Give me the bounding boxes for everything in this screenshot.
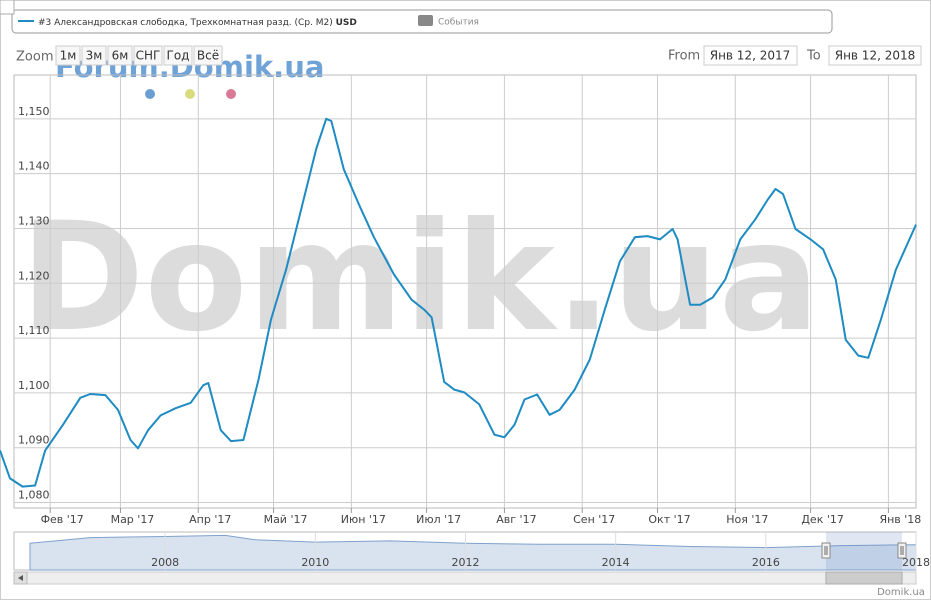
legend-unit: USD [336,18,357,28]
scroll-thumb[interactable] [825,571,903,585]
x-tick-label: Мар '17 [111,513,155,526]
zoom-label: Zoom [16,50,53,65]
scrollbar[interactable] [13,571,917,585]
zoom-button[interactable] [81,45,107,66]
legend-item[interactable]: #3 Александровская слободка, Трехкомнатн… [38,18,357,28]
y-tick-label: 1,100 [18,379,50,392]
navigator-mask [826,532,902,570]
navigator-tick-label: 2012 [451,556,479,569]
zoom-button-label: Всё [197,49,219,63]
zoom-button-label: 3м [86,49,103,63]
navigator-tick-label: 2016 [752,556,780,569]
x-tick-label: Дек '17 [801,513,844,526]
zoom-button[interactable] [133,45,163,66]
zoom-button[interactable] [55,45,81,66]
zoom-button-label: СНГ [136,49,161,63]
credit[interactable]: Domik.ua [877,587,925,598]
y-tick-label: 1,150 [18,105,50,118]
x-tick-label: Сен '17 [573,513,615,526]
from-input[interactable] [703,45,798,66]
x-tick-label: Май '17 [264,513,308,526]
x-tick-label: Фев '17 [41,513,84,526]
y-tick-label: 1,130 [18,214,50,227]
zoom-button-label: 1м [60,49,77,63]
x-tick-label: Авг '17 [496,513,536,526]
navigator-tick-label: 2010 [301,556,329,569]
legend-symbol [418,15,433,26]
x-tick-label: Янв '18 [879,513,921,526]
y-tick-label: 1,140 [18,160,50,173]
y-tick-label: 1,120 [18,269,50,282]
navigator-tick-label: 2018 [902,556,930,569]
plot-area [13,74,917,509]
legend-name: #3 Александровская слободка, Трехкомнатн… [38,18,333,28]
navigator-tick-label: 2014 [602,556,630,569]
y-tick-label: 1,090 [18,434,50,447]
corner [0,0,15,15]
y-tick-label: 1,110 [18,324,50,337]
dot [185,89,195,99]
to-input[interactable] [828,45,922,66]
x-tick-label: Окт '17 [648,513,690,526]
navigator-handle[interactable] [897,542,907,559]
dot [226,89,236,99]
arrow [18,575,23,581]
dot [145,89,155,99]
x-tick-label: Ноя '17 [726,513,768,526]
zoom-button[interactable] [163,45,193,66]
watermark-big: Domik.ua [20,191,820,365]
series-line [0,117,917,488]
zoom-button[interactable] [107,45,133,66]
legend-events[interactable]: События [438,18,479,28]
zoom-button[interactable] [193,45,223,66]
y-tick-label: 1,080 [18,489,50,502]
x-tick-label: Июн '17 [341,513,386,526]
x-tick-label: Апр '17 [189,513,231,526]
to-label: To [806,49,821,64]
navigator-tick-label: 2008 [151,556,179,569]
to-value: Янв 12, 2018 [835,49,916,63]
navigator-handle[interactable] [821,542,831,559]
zoom-button-label: Год [167,49,190,63]
from-value: Янв 12, 2017 [710,49,791,63]
from-label: From [668,49,700,64]
x-tick-label: Июл '17 [416,513,461,526]
zoom-button-label: 6м [112,49,129,63]
